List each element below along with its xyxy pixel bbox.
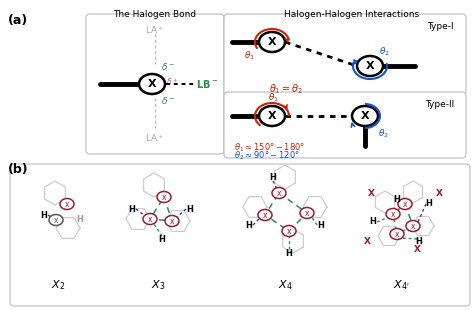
Text: x: x [411,222,415,231]
Text: X: X [413,246,420,255]
Ellipse shape [139,74,165,94]
Ellipse shape [143,214,157,224]
Text: x: x [391,210,395,219]
Text: x: x [403,200,407,209]
Text: x: x [263,211,267,220]
Text: $\theta_2 \approx 90° - 120°$: $\theta_2 \approx 90° - 120°$ [234,150,300,162]
Text: X: X [367,189,374,198]
Text: $\theta_1$: $\theta_1$ [268,92,280,104]
Ellipse shape [49,215,63,225]
Ellipse shape [300,207,314,219]
Ellipse shape [386,209,400,219]
Text: H: H [318,220,324,229]
Text: H: H [77,215,83,224]
Ellipse shape [60,198,74,210]
Text: $\boldsymbol{X_2}$: $\boldsymbol{X_2}$ [51,278,65,292]
Text: H: H [285,249,292,258]
Text: (b): (b) [8,163,28,176]
Text: Halogen-Halogen Interactions: Halogen-Halogen Interactions [284,10,419,19]
Text: H: H [187,205,193,214]
Text: x: x [395,230,399,239]
Text: $\theta_2$: $\theta_2$ [379,46,390,58]
FancyBboxPatch shape [224,92,466,158]
Text: $\theta_2$: $\theta_2$ [378,128,389,140]
Ellipse shape [259,32,285,52]
Text: The Halogen Bond: The Halogen Bond [113,10,197,19]
Ellipse shape [259,106,285,126]
Text: X: X [148,79,156,89]
Text: $\theta_1 \approx 150° - 180°$: $\theta_1 \approx 150° - 180°$ [234,142,305,154]
Ellipse shape [165,215,179,227]
Text: $\delta^-$: $\delta^-$ [161,95,175,105]
Text: $\theta_1 = \theta_2$: $\theta_1 = \theta_2$ [269,82,303,96]
Text: X: X [268,37,276,47]
Text: x: x [148,215,152,224]
Text: H: H [393,196,401,205]
Text: LA$^+$: LA$^+$ [146,24,164,36]
Text: x: x [54,216,58,225]
Text: LA$^+$: LA$^+$ [146,132,164,144]
Text: H: H [246,220,253,229]
Text: X: X [268,111,276,121]
Text: x: x [170,217,174,226]
Text: x: x [277,189,281,198]
Text: H: H [159,234,165,243]
Text: X: X [436,189,443,198]
Text: H: H [128,205,136,214]
Text: H: H [426,200,432,209]
FancyBboxPatch shape [10,164,470,306]
Text: (a): (a) [8,14,28,27]
Text: x: x [162,193,166,202]
Text: Type-I: Type-I [428,22,454,31]
Ellipse shape [272,188,286,198]
FancyBboxPatch shape [86,14,224,154]
Ellipse shape [258,210,272,220]
Text: $\delta^-$: $\delta^-$ [161,60,175,72]
Ellipse shape [157,192,171,202]
Text: X: X [365,61,374,71]
Text: x: x [287,227,291,236]
Text: $\theta_1$: $\theta_1$ [245,50,255,62]
Ellipse shape [390,228,404,240]
Text: X: X [364,237,371,246]
Ellipse shape [406,220,420,232]
Ellipse shape [357,56,383,76]
Text: $\boldsymbol{X_4}$: $\boldsymbol{X_4}$ [278,278,292,292]
Ellipse shape [398,198,412,210]
Text: $\delta^+$: $\delta^+$ [166,76,178,88]
Text: H: H [270,172,276,181]
Text: H: H [41,210,47,219]
Text: $\boldsymbol{X_{4'}}$: $\boldsymbol{X_{4'}}$ [393,278,409,292]
Ellipse shape [352,106,378,126]
Text: H: H [370,218,376,227]
Text: Type-II: Type-II [425,100,454,109]
Text: x: x [65,200,69,209]
Ellipse shape [282,225,296,237]
Text: H: H [416,237,422,246]
Text: $\boldsymbol{X_3}$: $\boldsymbol{X_3}$ [151,278,165,292]
Text: x: x [305,209,309,218]
Text: $\bf{LB^-}$: $\bf{LB^-}$ [196,78,218,90]
FancyBboxPatch shape [224,14,466,96]
Text: X: X [361,111,369,121]
